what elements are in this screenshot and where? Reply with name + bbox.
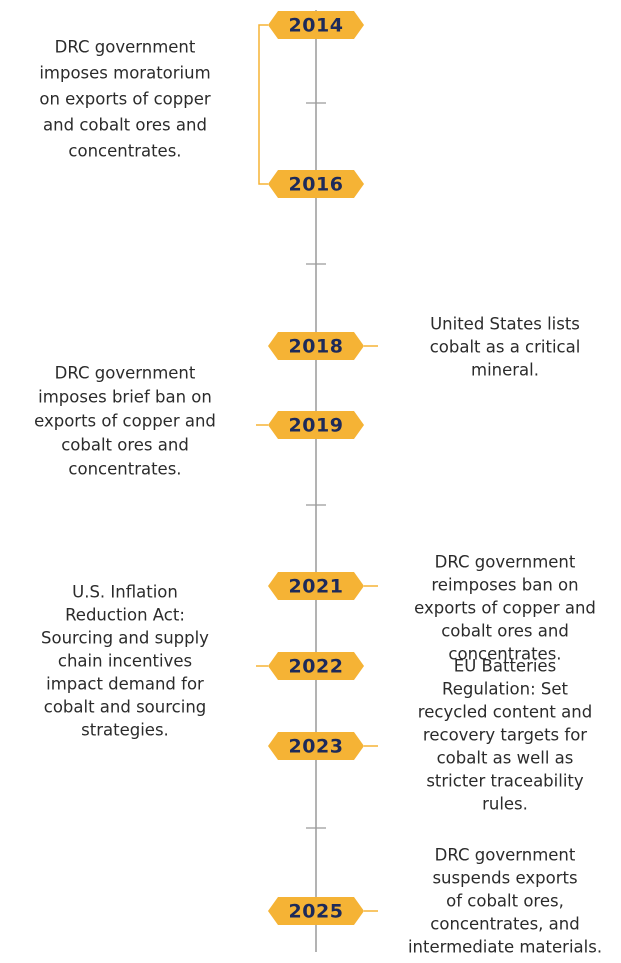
event-text: reimposes ban on [431, 576, 578, 595]
event-text: DRC government [435, 846, 576, 865]
event-text: cobalt and sourcing [44, 698, 207, 717]
event-text: concentrates, and [430, 915, 579, 934]
year-badge [268, 170, 364, 198]
event-text: DRC government [55, 38, 196, 57]
event-text: strategies. [81, 721, 169, 740]
event-text: rules. [482, 795, 528, 814]
year-badge [268, 652, 364, 680]
event-text: DRC government [435, 553, 576, 572]
year-badge [268, 332, 364, 360]
event-text: on exports of copper [39, 90, 211, 109]
event-text: cobalt as well as [437, 749, 574, 768]
year-label: 2016 [289, 174, 344, 196]
year-badge [268, 572, 364, 600]
event-text: cobalt ores and [61, 436, 189, 455]
event-text: Regulation: Set [442, 680, 569, 699]
event-text: recovery targets for [423, 726, 587, 745]
year-label: 2014 [289, 15, 344, 37]
year-badge [268, 11, 364, 39]
event-text: and cobalt ores and [43, 116, 207, 135]
year-badge [268, 732, 364, 760]
year-label: 2023 [289, 736, 344, 758]
event-text: Reduction Act: [65, 606, 185, 625]
event-text: concentrates. [448, 645, 561, 664]
event-text: stricter traceability [426, 772, 584, 791]
year-label: 2021 [289, 576, 344, 598]
event-text: exports of copper and [414, 599, 596, 618]
range-bracket [258, 24, 268, 185]
event-text: Sourcing and supply [41, 629, 209, 648]
event-text: of cobalt ores, [446, 892, 564, 911]
event-text: imposes brief ban on [38, 388, 212, 407]
event-text: United States lists [430, 315, 580, 334]
event-text: imposes moratorium [39, 64, 210, 83]
year-badge [268, 897, 364, 925]
year-label: 2018 [289, 336, 344, 358]
event-text: EU Batteries [454, 657, 556, 676]
axis-ticks [306, 102, 326, 829]
event-text: concentrates. [68, 460, 181, 479]
event-text: cobalt as a critical [430, 338, 581, 357]
event-text: concentrates. [68, 142, 181, 161]
event-text: exports of copper and [34, 412, 216, 431]
event-text: impact demand for [46, 675, 204, 694]
year-badge [268, 411, 364, 439]
year-label: 2019 [289, 415, 344, 437]
event-text: intermediate materials. [408, 938, 602, 957]
year-label: 2025 [289, 901, 344, 923]
event-text: DRC government [55, 364, 196, 383]
event-text: recycled content and [418, 703, 592, 722]
event-text: U.S. Inflation [72, 583, 178, 602]
event-text: mineral. [471, 361, 539, 380]
event-text: cobalt ores and [441, 622, 569, 641]
event-text: chain incentives [58, 652, 192, 671]
year-label: 2022 [289, 656, 344, 678]
event-text: suspends exports [432, 869, 577, 888]
